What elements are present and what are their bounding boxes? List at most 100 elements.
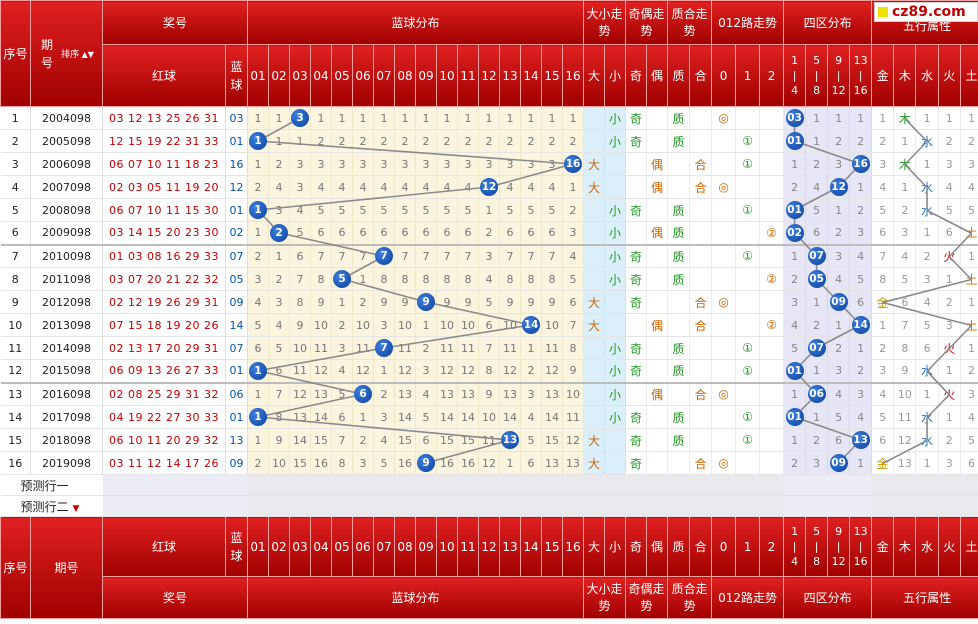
miss-count: 8 bbox=[464, 272, 472, 286]
predict-cell[interactable] bbox=[646, 474, 668, 496]
predict-zone-cell[interactable] bbox=[783, 474, 806, 496]
predict-cell[interactable] bbox=[938, 495, 961, 517]
predict-zone-cell[interactable] bbox=[849, 474, 872, 496]
predict-zone-cell[interactable] bbox=[805, 495, 828, 517]
miss-count: 4 bbox=[443, 180, 451, 194]
predict-cell[interactable] bbox=[373, 474, 395, 496]
predict-cell[interactable] bbox=[331, 495, 353, 517]
predict-cell[interactable] bbox=[689, 495, 712, 517]
predict-cell[interactable] bbox=[478, 474, 500, 496]
zone-miss-count: 1 bbox=[813, 134, 821, 148]
arrow-down-icon[interactable]: ▼ bbox=[72, 503, 80, 514]
dist-cell: 1 bbox=[247, 382, 270, 406]
predict-cell[interactable] bbox=[247, 474, 269, 496]
predict-blue-cell[interactable] bbox=[102, 474, 248, 496]
predict-cell[interactable] bbox=[646, 495, 668, 517]
predict-cell[interactable] bbox=[562, 495, 584, 517]
miss-count: 14 bbox=[398, 410, 413, 424]
predict-zone-cell[interactable] bbox=[827, 495, 850, 517]
dist-cell: 2 bbox=[436, 129, 459, 153]
predict-zone-cell[interactable] bbox=[849, 495, 872, 517]
predict-cell[interactable] bbox=[667, 495, 690, 517]
predict-cell[interactable] bbox=[541, 495, 563, 517]
predict-cell[interactable] bbox=[735, 495, 760, 517]
predict-cell[interactable] bbox=[893, 495, 916, 517]
blue-num-header: 07 bbox=[373, 516, 396, 577]
predict-cell[interactable] bbox=[457, 474, 479, 496]
predict-label[interactable]: 预测行一 bbox=[0, 474, 103, 496]
element-cell: 2 bbox=[938, 129, 961, 153]
predict-cell[interactable] bbox=[520, 495, 542, 517]
predict-cell[interactable] bbox=[415, 495, 437, 517]
dist-cell: 4 bbox=[478, 267, 501, 291]
dist-cell: 5 bbox=[373, 198, 396, 222]
predict-cell[interactable] bbox=[499, 495, 521, 517]
predict-cell[interactable] bbox=[310, 495, 332, 517]
sort-toggle[interactable]: 排序 ▲▼ bbox=[61, 50, 94, 60]
predict-row[interactable]: 预测行一 bbox=[0, 474, 978, 496]
predict-cell[interactable] bbox=[436, 495, 458, 517]
miss-count: 6 bbox=[254, 341, 262, 355]
predict-label[interactable]: 预测行二 ▼ bbox=[0, 495, 103, 517]
element-mark: 水 bbox=[921, 180, 934, 195]
predict-cell[interactable] bbox=[541, 474, 563, 496]
predict-cell[interactable] bbox=[352, 495, 374, 517]
predict-cell[interactable] bbox=[310, 474, 332, 496]
col-issue-header[interactable]: 期号排序 ▲▼ bbox=[30, 0, 103, 107]
predict-cell[interactable] bbox=[871, 474, 894, 496]
predict-cell[interactable] bbox=[871, 495, 894, 517]
predict-cell[interactable] bbox=[667, 474, 690, 496]
predict-cell[interactable] bbox=[735, 474, 760, 496]
predict-cell[interactable] bbox=[457, 495, 479, 517]
miss-count: 1 bbox=[485, 111, 493, 125]
predict-cell[interactable] bbox=[625, 474, 647, 496]
predict-cell[interactable] bbox=[583, 474, 605, 496]
odd-even-cell bbox=[646, 428, 669, 452]
predict-cell[interactable] bbox=[478, 495, 500, 517]
predict-cell[interactable] bbox=[436, 474, 458, 496]
predict-cell[interactable] bbox=[915, 474, 939, 496]
predict-cell[interactable] bbox=[331, 474, 353, 496]
predict-cell[interactable] bbox=[689, 474, 712, 496]
site-logo[interactable]: cz89.com bbox=[874, 2, 978, 22]
predict-zone-cell[interactable] bbox=[783, 495, 806, 517]
predict-cell[interactable] bbox=[352, 474, 374, 496]
predict-cell[interactable] bbox=[960, 495, 978, 517]
predict-zone-cell[interactable] bbox=[805, 474, 828, 496]
predict-cell[interactable] bbox=[520, 474, 542, 496]
predict-cell[interactable] bbox=[759, 474, 784, 496]
predict-cell[interactable] bbox=[289, 495, 311, 517]
predict-cell[interactable] bbox=[268, 495, 290, 517]
dist-cell: 11 bbox=[436, 336, 459, 360]
predict-cell[interactable] bbox=[499, 474, 521, 496]
predict-row[interactable]: 预测行二 ▼ bbox=[0, 495, 978, 517]
predict-cell[interactable] bbox=[960, 474, 978, 496]
predict-cell[interactable] bbox=[373, 495, 395, 517]
miss-count: 13 bbox=[398, 387, 413, 401]
zone-cell: 5 bbox=[827, 405, 851, 429]
predict-cell[interactable] bbox=[759, 495, 784, 517]
predict-cell[interactable] bbox=[711, 495, 736, 517]
predict-cell[interactable] bbox=[289, 474, 311, 496]
predict-cell[interactable] bbox=[893, 474, 916, 496]
predict-cell[interactable] bbox=[625, 495, 647, 517]
predict-blue-cell[interactable] bbox=[102, 495, 248, 517]
predict-cell[interactable] bbox=[583, 495, 605, 517]
predict-cell[interactable] bbox=[915, 495, 939, 517]
predict-cell[interactable] bbox=[268, 474, 290, 496]
dist-cell: 2 bbox=[331, 129, 354, 153]
miss-count: 12 bbox=[293, 387, 308, 401]
predict-cell[interactable] bbox=[415, 474, 437, 496]
predict-cell[interactable] bbox=[938, 474, 961, 496]
predict-cell[interactable] bbox=[711, 474, 736, 496]
predict-cell[interactable] bbox=[604, 495, 626, 517]
predict-cell[interactable] bbox=[562, 474, 584, 496]
predict-cell[interactable] bbox=[394, 495, 416, 517]
predict-cell[interactable] bbox=[394, 474, 416, 496]
zone-cell: 01 bbox=[783, 198, 807, 222]
predict-zone-cell[interactable] bbox=[827, 474, 850, 496]
predict-cell[interactable] bbox=[604, 474, 626, 496]
zone-header: 9 | 12 bbox=[827, 44, 851, 107]
predict-cell[interactable] bbox=[247, 495, 269, 517]
dist-cell: 13 bbox=[499, 428, 522, 452]
